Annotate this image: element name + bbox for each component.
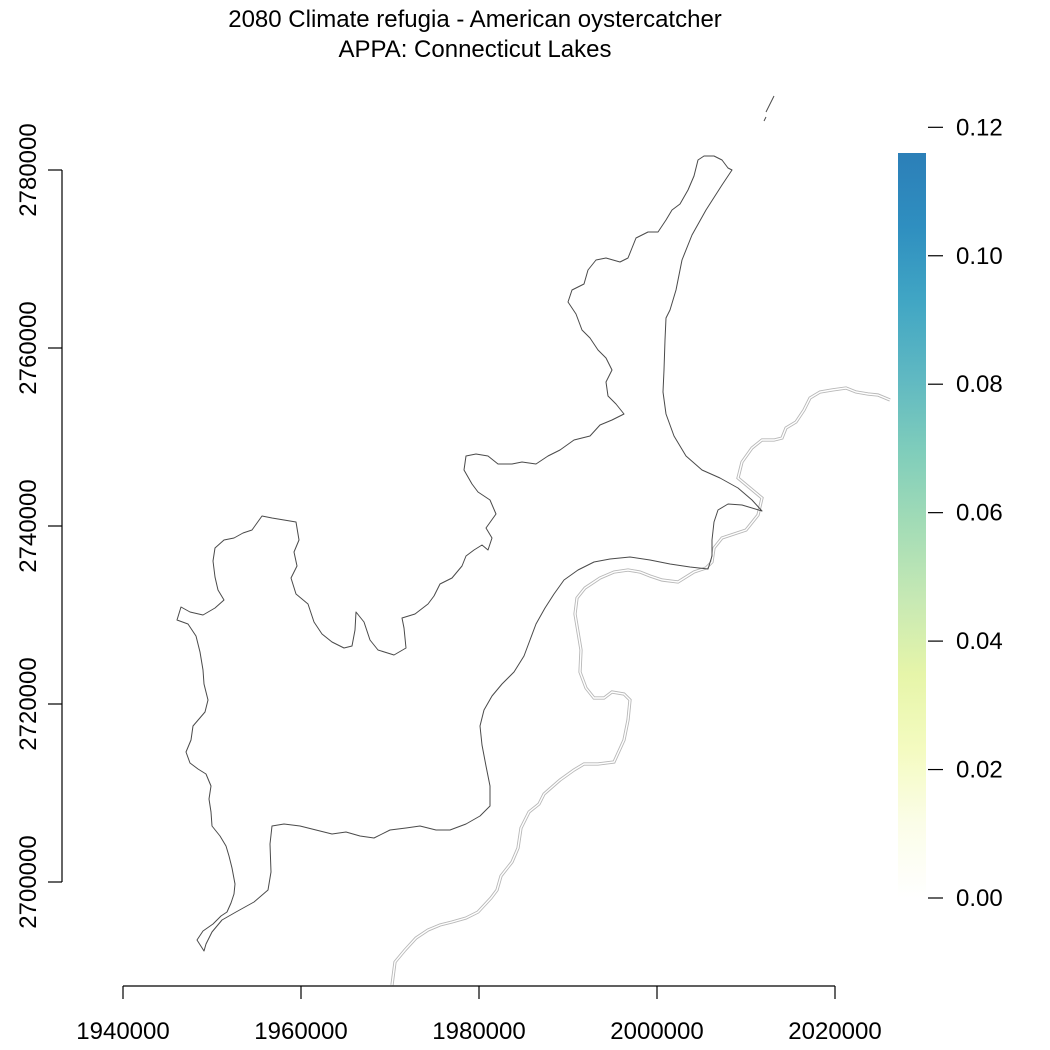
- x-tick-label: 1940000: [76, 1018, 169, 1045]
- boundary-fragment: [763, 116, 767, 122]
- y-axis: 2700000 2720000 2740000 2760000 2780000: [15, 123, 63, 929]
- map-area: [176, 95, 891, 986]
- y-tick-label: 2740000: [15, 479, 42, 572]
- map-subtitle: APPA: Connecticut Lakes: [338, 36, 611, 63]
- x-axis: 1940000 1960000 1980000 2000000 2020000: [76, 985, 882, 1045]
- map-title: 2080 Climate refugia - American oysterca…: [228, 6, 722, 33]
- colorbar-tick-label: 0.04: [956, 628, 1003, 655]
- y-tick-label: 2720000: [15, 657, 42, 750]
- state-boundary-line: [390, 386, 891, 986]
- y-tick-label: 2760000: [15, 301, 42, 394]
- colorbar-gradient: [898, 153, 926, 898]
- appa-corridor-outline: [176, 155, 763, 952]
- x-tick-label: 1980000: [432, 1018, 525, 1045]
- x-tick-label: 2020000: [788, 1018, 881, 1045]
- colorbar-tick-label: 0.02: [956, 757, 1003, 784]
- colorbar-legend: 0.00 0.02 0.04 0.06 0.08 0.10 0.12: [898, 114, 1003, 912]
- x-tick-label: 1960000: [254, 1018, 347, 1045]
- colorbar-tick-label: 0.08: [956, 371, 1003, 398]
- colorbar-tick-label: 0.06: [956, 500, 1003, 527]
- boundary-fragment: [765, 95, 775, 113]
- colorbar-tick-label: 0.12: [956, 114, 1003, 141]
- colorbar-tick-label: 0.10: [956, 243, 1003, 270]
- colorbar-tick-label: 0.00: [956, 885, 1003, 912]
- x-tick-label: 2000000: [610, 1018, 703, 1045]
- y-tick-label: 2780000: [15, 123, 42, 216]
- y-tick-label: 2700000: [15, 835, 42, 928]
